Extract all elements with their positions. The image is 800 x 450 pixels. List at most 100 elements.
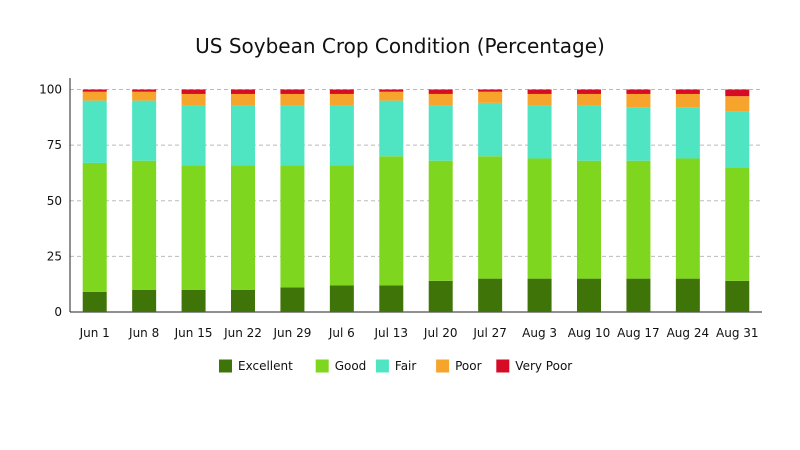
bar-segment-good — [725, 167, 750, 281]
bar-segment-excellent — [428, 280, 453, 312]
bar-segment-good — [675, 158, 700, 279]
bar-segment-very-poor — [181, 89, 206, 94]
bar-segment-very-poor — [132, 89, 157, 92]
chart-title: US Soybean Crop Condition (Percentage) — [195, 34, 605, 58]
x-tick-label: Jun 15 — [174, 326, 213, 340]
bar-segment-very-poor — [329, 89, 354, 94]
bar-segment-poor — [725, 96, 750, 112]
bar-segment-very-poor — [626, 89, 651, 94]
bar-segment-fair — [428, 105, 453, 161]
bar-segment-poor — [132, 91, 157, 101]
bar-segment-good — [329, 165, 354, 286]
legend-label: Good — [335, 359, 367, 373]
bar-segment-fair — [675, 107, 700, 159]
y-tick-label: 100 — [39, 83, 62, 97]
bar-segment-poor — [329, 93, 354, 106]
bar-segment-very-poor — [577, 89, 601, 94]
legend-swatch — [219, 359, 232, 373]
y-tick-label: 0 — [54, 305, 62, 319]
bar-segment-very-poor — [428, 89, 453, 94]
bar-segment-poor — [527, 93, 552, 106]
x-tick-label: Aug 3 — [522, 326, 557, 340]
bar-segment-very-poor — [478, 89, 503, 92]
bar-segment-good — [132, 160, 157, 290]
x-tick-label: Jul 13 — [374, 326, 409, 340]
bar-segment-fair — [527, 105, 552, 159]
bar-segment-excellent — [577, 278, 601, 312]
x-tick-label: Jun 22 — [223, 326, 262, 340]
bar-segment-fair — [577, 105, 601, 161]
bar-segment-excellent — [329, 285, 354, 312]
x-tick-label: Aug 31 — [716, 326, 759, 340]
bar-segment-good — [280, 165, 305, 288]
bar-segment-excellent — [478, 278, 503, 312]
bar-segment-very-poor — [82, 89, 107, 92]
bar-segment-fair — [82, 100, 107, 163]
bar-segment-excellent — [675, 278, 700, 312]
bar-segment-excellent — [725, 280, 750, 312]
legend-label: Fair — [395, 359, 416, 373]
legend-swatch — [375, 359, 389, 373]
bar-segment-good — [626, 160, 651, 279]
bar-segment-excellent — [132, 289, 157, 312]
x-tick-label: Jul 6 — [328, 326, 355, 340]
bar-segment-excellent — [280, 287, 305, 312]
bar-segment-fair — [231, 105, 255, 166]
x-tick-label: Aug 10 — [568, 326, 611, 340]
bar-segment-very-poor — [231, 89, 255, 94]
bar-segment-poor — [675, 93, 700, 108]
x-tick-label: Jun 29 — [273, 326, 312, 340]
bar-segment-poor — [231, 93, 255, 106]
bar-segment-fair — [725, 111, 750, 168]
legend-swatch — [315, 359, 329, 373]
legend-label: Very Poor — [515, 359, 572, 373]
bar-segment-poor — [428, 93, 453, 106]
bar-segment-very-poor — [725, 89, 750, 97]
bar-segment-excellent — [626, 278, 651, 312]
bar-segment-fair — [379, 100, 404, 157]
bar-segment-poor — [181, 93, 206, 106]
y-tick-label: 50 — [47, 194, 62, 208]
bar-segment-fair — [329, 105, 354, 166]
bar-segment-good — [478, 156, 503, 279]
x-tick-label: Jul 20 — [423, 326, 458, 340]
bar-segment-very-poor — [675, 89, 700, 94]
bar-segment-very-poor — [379, 89, 404, 92]
bar-segment-fair — [132, 100, 157, 161]
bar-segment-good — [428, 160, 453, 281]
bar-segment-poor — [379, 91, 404, 101]
bar-segment-excellent — [379, 285, 404, 312]
bar-segment-very-poor — [280, 89, 305, 94]
bar-segment-good — [231, 165, 255, 290]
bar-segment-good — [577, 160, 601, 279]
bar-segment-fair — [280, 105, 305, 166]
legend-swatch — [436, 359, 450, 373]
bar-segment-good — [379, 156, 404, 286]
bar-segment-poor — [478, 91, 503, 103]
bar-segment-good — [181, 165, 206, 290]
legend-label: Poor — [455, 359, 481, 373]
bar-segment-excellent — [181, 289, 206, 312]
bar-segment-excellent — [231, 289, 255, 312]
x-tick-label: Jun 8 — [128, 326, 159, 340]
bar-segment-poor — [577, 93, 601, 106]
bar-segment-excellent — [527, 278, 552, 312]
x-tick-label: Aug 24 — [667, 326, 710, 340]
bar-segment-excellent — [82, 291, 107, 312]
y-tick-label: 25 — [47, 249, 62, 263]
bar-segment-fair — [181, 105, 206, 166]
x-tick-label: Jun 1 — [79, 326, 110, 340]
x-tick-label: Aug 17 — [617, 326, 660, 340]
legend-swatch — [496, 359, 510, 373]
bar-segment-poor — [280, 93, 305, 106]
bar-segment-poor — [626, 93, 651, 108]
bar-segment-good — [527, 158, 552, 279]
bar-segment-good — [82, 162, 107, 292]
bar-segment-fair — [626, 107, 651, 161]
legend-label: Excellent — [238, 359, 293, 373]
bar-segment-very-poor — [527, 89, 552, 94]
x-tick-label: Jul 27 — [472, 326, 507, 340]
bar-segment-poor — [82, 91, 107, 101]
